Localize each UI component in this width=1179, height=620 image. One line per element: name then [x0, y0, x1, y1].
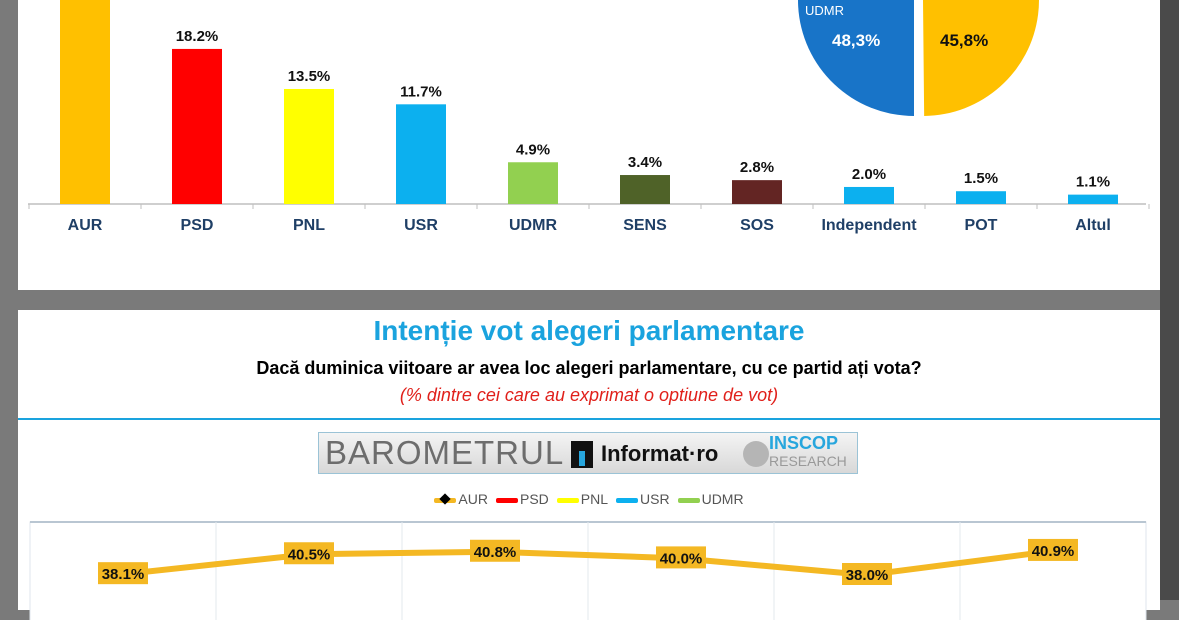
divider: [18, 418, 1160, 420]
pie-chart: UDMR 48,3% 45,8%: [798, 0, 1039, 116]
pie-value-label: 48,3%: [832, 31, 880, 50]
logo-informat: Informat·ro: [601, 441, 719, 466]
legend-item-aur: AUR: [434, 491, 488, 507]
legend-label: PSD: [519, 491, 549, 507]
bar-altul: [1068, 194, 1118, 204]
legend-swatch: [677, 497, 700, 503]
bar-sens: [620, 175, 670, 204]
data-label: 40.5%: [288, 546, 331, 563]
inscop-icon: [743, 441, 769, 467]
data-label: 18.2%: [176, 28, 219, 45]
legend-label: AUR: [458, 491, 488, 507]
line-chart: 38.1% 40.5% 40.8% 40.0% 38.0% 40.9%: [29, 521, 1147, 620]
data-label-box: [470, 539, 520, 562]
data-label-box: [284, 542, 334, 565]
data-label: 4.9%: [516, 141, 550, 158]
informat-icon: [571, 441, 593, 468]
category-label: USR: [404, 217, 438, 234]
line-chart-panel: Intenție vot alegeri parlamentare Dacă d…: [18, 310, 1160, 620]
data-label: 40.9%: [1032, 543, 1075, 560]
data-label-box: [1028, 538, 1078, 561]
category-label: PNL: [293, 217, 325, 234]
data-label: 1.1%: [1076, 174, 1110, 191]
chart-subtitle: Dacă duminica viitoare ar avea loc alege…: [256, 358, 922, 378]
series-line-aur: [122, 547, 1054, 578]
data-label: 2.8%: [740, 159, 774, 176]
category-label: PSD: [181, 217, 214, 234]
bar-chart: AUR 18.2% PSD 13.5% PNL 11.7% USR 4.9% UDMR 3.4% S…: [28, 0, 1150, 234]
category-label: AUR: [68, 217, 103, 234]
logo-inscop: INSCOP: [769, 433, 839, 453]
data-label: 38.1%: [102, 566, 145, 583]
bar-pnl: [284, 88, 334, 204]
data-label: 40.8%: [474, 544, 517, 561]
category-label: UDMR: [509, 217, 557, 234]
data-label: 2.0%: [852, 166, 886, 183]
pie-label: UDMR: [805, 3, 844, 18]
chart-legend: AUR PSD PNL USR UDMR: [18, 491, 1160, 507]
pie-slice-blue: [798, 0, 914, 116]
logo-research: RESEARCH: [769, 453, 847, 469]
data-label: 38.0%: [846, 567, 889, 584]
legend-label: PNL: [580, 491, 609, 507]
bar-udmr: [508, 162, 558, 204]
legend-swatch: [556, 497, 579, 503]
data-label-box: [98, 562, 148, 585]
legend-item-usr: USR: [616, 491, 670, 507]
legend-swatch: [434, 493, 457, 505]
category-label: SOS: [740, 217, 774, 234]
window-edge: [1160, 0, 1179, 600]
data-label: 13.5%: [288, 68, 331, 85]
data-label-box: [656, 546, 706, 569]
bar-aur: [60, 0, 110, 204]
data-label: 40.0%: [660, 550, 703, 567]
pie-slice-yellow: [923, 0, 1039, 116]
category-label: Independent: [821, 217, 917, 234]
legend-swatch: [495, 497, 518, 503]
barometrul-logo: BAROMETRUL Informat·ro INSCOP RESEARCH: [318, 432, 858, 474]
category-label: SENS: [623, 217, 667, 234]
diamond-marker-icon: [439, 493, 452, 505]
data-label: 11.7%: [400, 83, 442, 100]
legend-item-pnl: PNL: [556, 491, 609, 507]
legend-item-psd: PSD: [495, 491, 549, 507]
logo-barometrul: BAROMETRUL: [325, 434, 565, 471]
category-label: Altul: [1075, 217, 1111, 234]
legend-label: USR: [640, 491, 670, 507]
data-label: 3.4%: [628, 154, 662, 171]
bar-psd: [172, 48, 222, 204]
data-label-box: [842, 563, 892, 585]
legend-swatch: [616, 497, 639, 503]
chart-title: Intenție vot alegeri parlamentare: [373, 315, 805, 346]
legend-item-udmr: UDMR: [677, 491, 744, 507]
pie-value-label: 45,8%: [940, 31, 988, 50]
bar-sos: [732, 180, 782, 204]
data-label: 1.5%: [964, 170, 998, 187]
legend-label: UDMR: [701, 491, 744, 507]
chart-note: (% dintre cei care au exprimat o optiune…: [399, 385, 779, 405]
category-label: POT: [965, 217, 998, 234]
bar-independent: [844, 186, 894, 204]
bar-usr: [396, 104, 446, 204]
bar-pot: [956, 191, 1006, 204]
